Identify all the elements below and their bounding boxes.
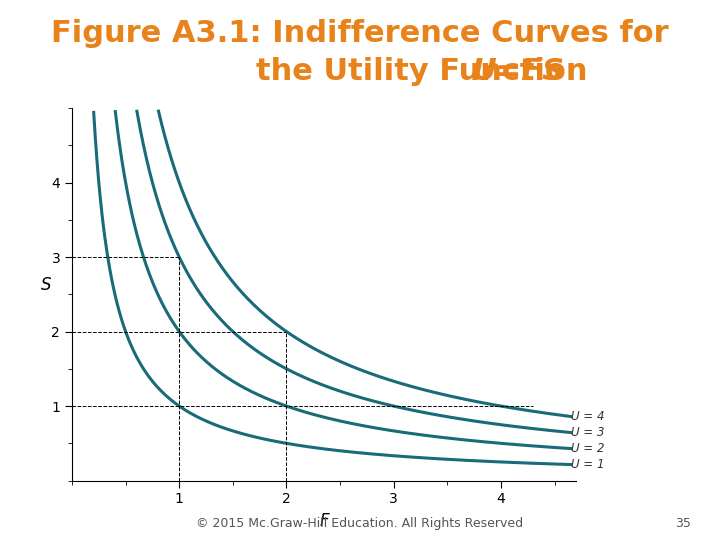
Y-axis label: S: S [40, 276, 51, 294]
Text: U = 2: U = 2 [571, 442, 604, 455]
Text: U=FS: U=FS [472, 57, 564, 86]
Text: U = 4: U = 4 [571, 409, 604, 423]
Text: U = 3: U = 3 [571, 426, 604, 438]
Text: the Utility Function: the Utility Function [256, 57, 598, 86]
Text: U = 1: U = 1 [571, 458, 604, 471]
X-axis label: F: F [319, 512, 329, 530]
Text: © 2015 Mc.Graw-Hill Education. All Rights Reserved: © 2015 Mc.Graw-Hill Education. All Right… [197, 517, 523, 530]
Text: 35: 35 [675, 517, 691, 530]
Text: Figure A3.1: Indifference Curves for: Figure A3.1: Indifference Curves for [51, 19, 669, 48]
